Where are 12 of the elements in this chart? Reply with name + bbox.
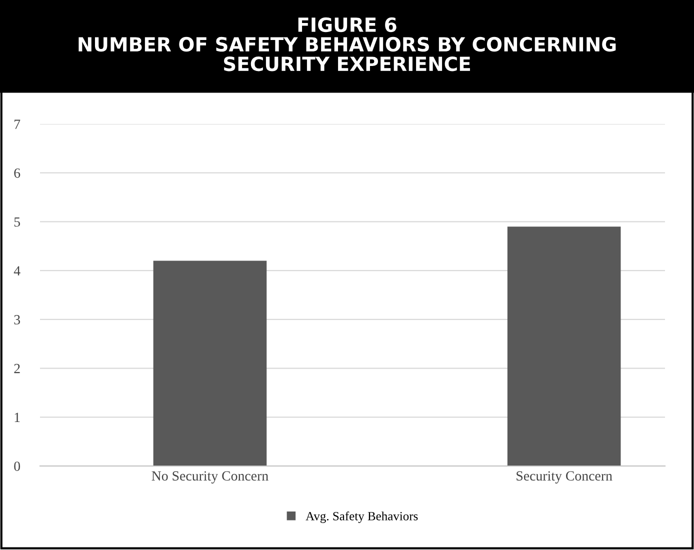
x-tick-label: No Security Concern (152, 471, 268, 484)
y-tick-label: 3 (14, 315, 20, 324)
y-tick-label: 4 (14, 266, 20, 276)
y-tick-label: 1 (14, 412, 20, 422)
y-tick-label: 6 (14, 168, 20, 178)
y-tick-label: 5 (14, 217, 20, 227)
y-tick-label: 0 (14, 462, 20, 471)
legend-label: Avg. Safety Behaviors (306, 511, 418, 523)
x-tick-label: Security Concern (516, 471, 612, 484)
chart-title: FIGURE 6 NUMBER OF SAFETY BEHAVIORS BY CONCERNING SECURITY EXPERIENCE (78, 17, 616, 72)
y-tick-label: 2 (14, 364, 20, 374)
y-tick-label: 7 (14, 120, 20, 129)
